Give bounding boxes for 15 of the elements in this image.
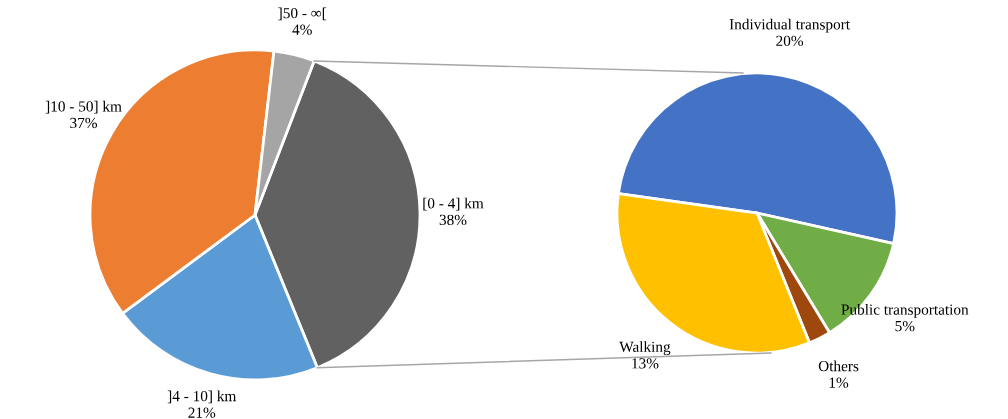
slice-label: Individual transport bbox=[729, 18, 850, 33]
slice-label: ]50 - ∞[ bbox=[278, 7, 327, 21]
slice-label: ]10 - 50] km bbox=[45, 100, 122, 114]
slice-label: ]4 - 10] km bbox=[167, 390, 237, 404]
data-label: 37% bbox=[70, 117, 98, 129]
data-label: 13% bbox=[632, 358, 659, 369]
data-label: 21% bbox=[188, 407, 216, 418]
slice-label: [0 - 4] km bbox=[423, 197, 484, 211]
data-label: 1% bbox=[829, 377, 849, 388]
data-label: 5% bbox=[895, 320, 915, 332]
slice-label: Others bbox=[818, 360, 859, 372]
slice-label: Walking bbox=[619, 341, 671, 356]
data-label: 38% bbox=[439, 214, 467, 226]
data-label: 4% bbox=[292, 24, 312, 35]
data-label: 20% bbox=[776, 35, 804, 47]
